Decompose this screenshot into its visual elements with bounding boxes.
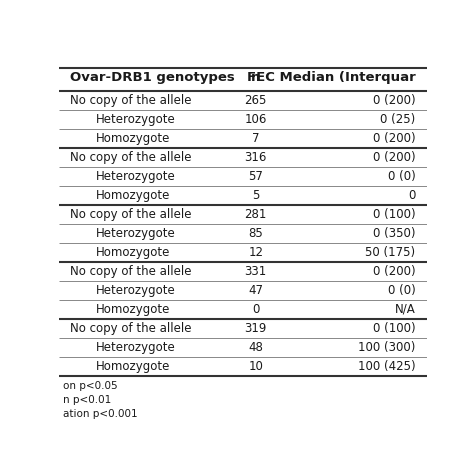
Text: 0 (25): 0 (25) [380, 113, 416, 126]
Text: 7: 7 [252, 132, 260, 145]
Text: 50 (175): 50 (175) [365, 246, 416, 259]
Text: No copy of the allele: No copy of the allele [70, 264, 192, 278]
Text: 100 (425): 100 (425) [358, 359, 416, 373]
Text: N/A: N/A [395, 302, 416, 316]
Text: 106: 106 [245, 113, 267, 126]
Text: n: n [251, 71, 261, 84]
Text: 281: 281 [245, 208, 267, 221]
Text: 0 (0): 0 (0) [388, 283, 416, 297]
Text: 0 (0): 0 (0) [388, 170, 416, 183]
Text: 0: 0 [408, 189, 416, 202]
Text: 100 (300): 100 (300) [358, 340, 416, 354]
Text: 331: 331 [245, 264, 267, 278]
Text: Homozygote: Homozygote [96, 189, 170, 202]
Text: Heterozygote: Heterozygote [96, 113, 176, 126]
Text: 0 (200): 0 (200) [373, 151, 416, 164]
Text: No copy of the allele: No copy of the allele [70, 151, 192, 164]
Text: 47: 47 [248, 283, 263, 297]
Text: 0: 0 [252, 302, 259, 316]
Text: Homozygote: Homozygote [96, 302, 170, 316]
Text: 0 (200): 0 (200) [373, 132, 416, 145]
Text: Homozygote: Homozygote [96, 359, 170, 373]
Text: on p<0.05: on p<0.05 [63, 381, 118, 391]
Text: FEC Median (Interquar: FEC Median (Interquar [247, 71, 416, 84]
Text: 12: 12 [248, 246, 263, 259]
Text: 0 (100): 0 (100) [373, 321, 416, 335]
Text: 5: 5 [252, 189, 259, 202]
Text: No copy of the allele: No copy of the allele [70, 94, 192, 107]
Text: Homozygote: Homozygote [96, 132, 170, 145]
Text: 319: 319 [245, 321, 267, 335]
Text: Heterozygote: Heterozygote [96, 283, 176, 297]
Text: No copy of the allele: No copy of the allele [70, 208, 192, 221]
Text: 10: 10 [248, 359, 263, 373]
Text: 316: 316 [245, 151, 267, 164]
Text: ation p<0.001: ation p<0.001 [63, 409, 137, 419]
Text: 57: 57 [248, 170, 263, 183]
Text: Ovar-DRB1 genotypes: Ovar-DRB1 genotypes [70, 71, 235, 84]
Text: Heterozygote: Heterozygote [96, 170, 176, 183]
Text: n p<0.01: n p<0.01 [63, 395, 111, 405]
Text: Heterozygote: Heterozygote [96, 227, 176, 240]
Text: 265: 265 [245, 94, 267, 107]
Text: 0 (200): 0 (200) [373, 264, 416, 278]
Text: 0 (200): 0 (200) [373, 94, 416, 107]
Text: 48: 48 [248, 340, 263, 354]
Text: 0 (100): 0 (100) [373, 208, 416, 221]
Text: No copy of the allele: No copy of the allele [70, 321, 192, 335]
Text: 85: 85 [248, 227, 263, 240]
Text: 0 (350): 0 (350) [373, 227, 416, 240]
Text: Homozygote: Homozygote [96, 246, 170, 259]
Text: Heterozygote: Heterozygote [96, 340, 176, 354]
